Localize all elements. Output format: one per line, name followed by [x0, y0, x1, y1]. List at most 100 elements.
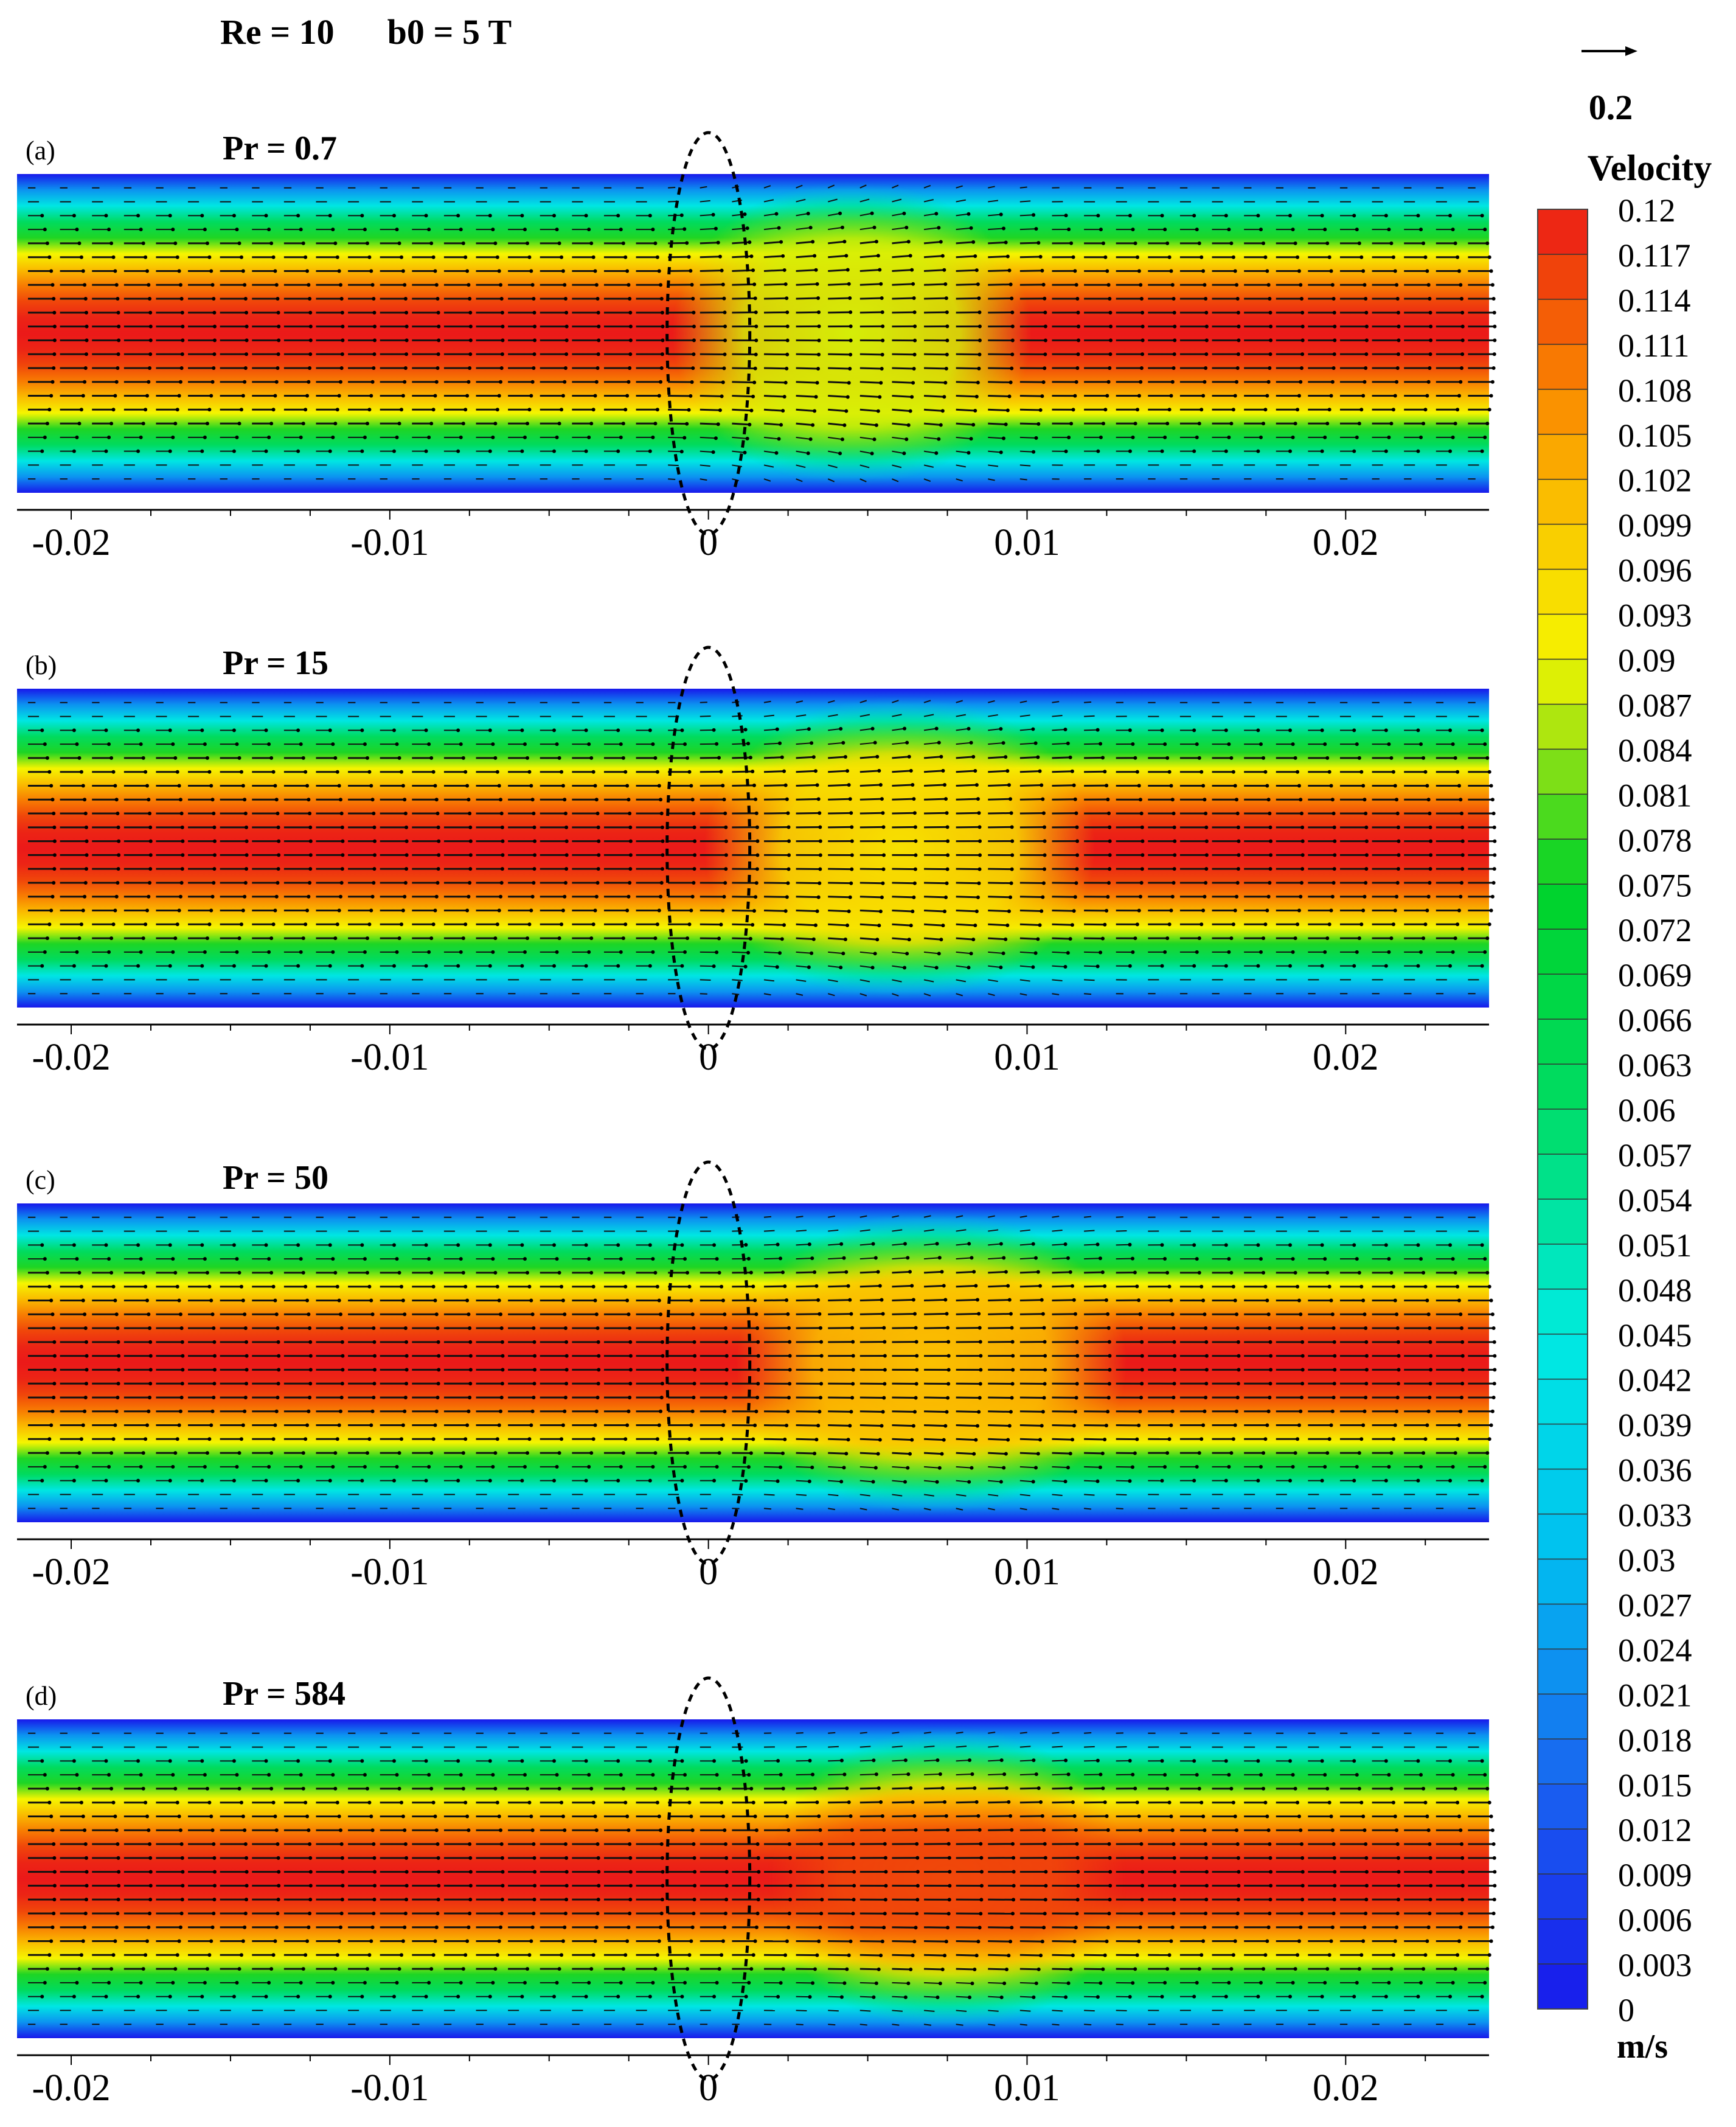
vector-head	[591, 408, 595, 412]
velocity-vector	[1052, 770, 1072, 773]
vector-head	[752, 909, 756, 913]
vector-head	[713, 226, 718, 231]
vector-head	[468, 1354, 473, 1358]
vector-head	[1457, 394, 1461, 398]
vector-head	[304, 255, 308, 259]
velocity-vector	[923, 1257, 940, 1260]
vector-head	[532, 1340, 536, 1344]
vector-head	[1074, 881, 1078, 885]
vector-head	[1263, 770, 1268, 774]
vector-head	[1031, 965, 1035, 969]
vector-head	[974, 1284, 978, 1288]
vector-head	[946, 853, 950, 857]
vector-head	[341, 338, 345, 343]
vector-head	[883, 1340, 887, 1344]
vector-head	[1197, 241, 1201, 245]
vector-head	[1135, 1284, 1139, 1289]
vector-head	[400, 922, 404, 927]
vector-head	[840, 225, 844, 229]
vector-head	[661, 1354, 665, 1358]
vector-head	[597, 324, 601, 329]
vector-head	[912, 352, 917, 357]
vector-head	[687, 770, 692, 774]
vector-head	[1192, 1243, 1196, 1247]
vector-head	[1363, 798, 1367, 802]
vector-head	[1128, 214, 1132, 218]
vector-head	[148, 338, 153, 343]
vector-head	[1167, 255, 1172, 259]
vector-head	[1491, 1395, 1496, 1399]
vector-head	[594, 283, 599, 287]
velocity-vector	[1019, 979, 1030, 982]
vector-head	[686, 1270, 690, 1275]
vector-head	[83, 283, 87, 287]
vector-head	[1072, 783, 1076, 787]
vector-head	[907, 938, 911, 942]
velocity-vector	[763, 1258, 781, 1260]
vector-head	[1361, 784, 1366, 788]
velocity-vector	[859, 742, 875, 745]
vector-head	[527, 408, 532, 412]
vector-head	[116, 1326, 120, 1331]
vector-head	[403, 297, 408, 301]
velocity-vector	[988, 367, 1012, 370]
vector-head	[818, 839, 822, 843]
vector-head	[1493, 338, 1497, 343]
velocity-vector	[923, 255, 943, 259]
vector-head	[754, 324, 759, 329]
velocity-vector	[763, 395, 785, 398]
vector-head	[1396, 867, 1400, 871]
vector-head	[1300, 352, 1305, 357]
vector-head	[1261, 756, 1265, 760]
vector-head	[563, 283, 567, 287]
velocity-vector	[796, 756, 814, 759]
vector-head	[308, 853, 313, 857]
vector-head	[942, 268, 946, 272]
vector-head	[682, 436, 687, 440]
velocity-vector	[923, 422, 941, 426]
vector-head	[277, 853, 281, 857]
velocity-vector	[700, 214, 713, 217]
vector-head	[1133, 936, 1137, 941]
vector-head	[1296, 255, 1300, 259]
vector-head	[437, 338, 441, 343]
vector-head	[1041, 895, 1045, 899]
vector-head	[459, 742, 463, 747]
vector-head	[335, 770, 339, 774]
vector-head	[497, 784, 501, 788]
vector-head	[276, 1340, 280, 1344]
velocity-vector	[700, 395, 722, 397]
vector-head	[1237, 839, 1241, 843]
vector-head	[523, 435, 527, 439]
vector-head	[171, 1257, 175, 1261]
vector-head	[1042, 1396, 1046, 1400]
vector-head	[433, 269, 437, 273]
vector-head	[1140, 825, 1144, 829]
vector-head	[243, 798, 247, 802]
vector-head	[1108, 310, 1113, 315]
vector-head	[1357, 422, 1361, 426]
vector-head	[431, 922, 436, 927]
vector-head	[436, 1326, 440, 1331]
vector-head	[464, 1284, 468, 1289]
vector-head	[1107, 1340, 1111, 1344]
vector-head	[816, 797, 821, 801]
vector-head	[1423, 922, 1428, 927]
vector-head	[1104, 1298, 1108, 1302]
velocity-vector	[828, 450, 841, 454]
vector-head	[437, 839, 441, 843]
vector-head	[560, 255, 564, 259]
velocity-vector	[859, 254, 878, 259]
vector-head	[1237, 1354, 1241, 1358]
velocity-vector	[859, 1229, 870, 1232]
vector-head	[363, 1257, 367, 1261]
vector-head	[333, 756, 338, 760]
vector-head	[1099, 742, 1103, 746]
vector-head	[1288, 214, 1292, 218]
vector-head	[1041, 1312, 1045, 1316]
velocity-vector	[859, 728, 873, 731]
vector-head	[692, 1340, 696, 1344]
vector-head	[207, 408, 212, 412]
vector-head	[136, 449, 141, 453]
vector-head	[148, 366, 152, 370]
